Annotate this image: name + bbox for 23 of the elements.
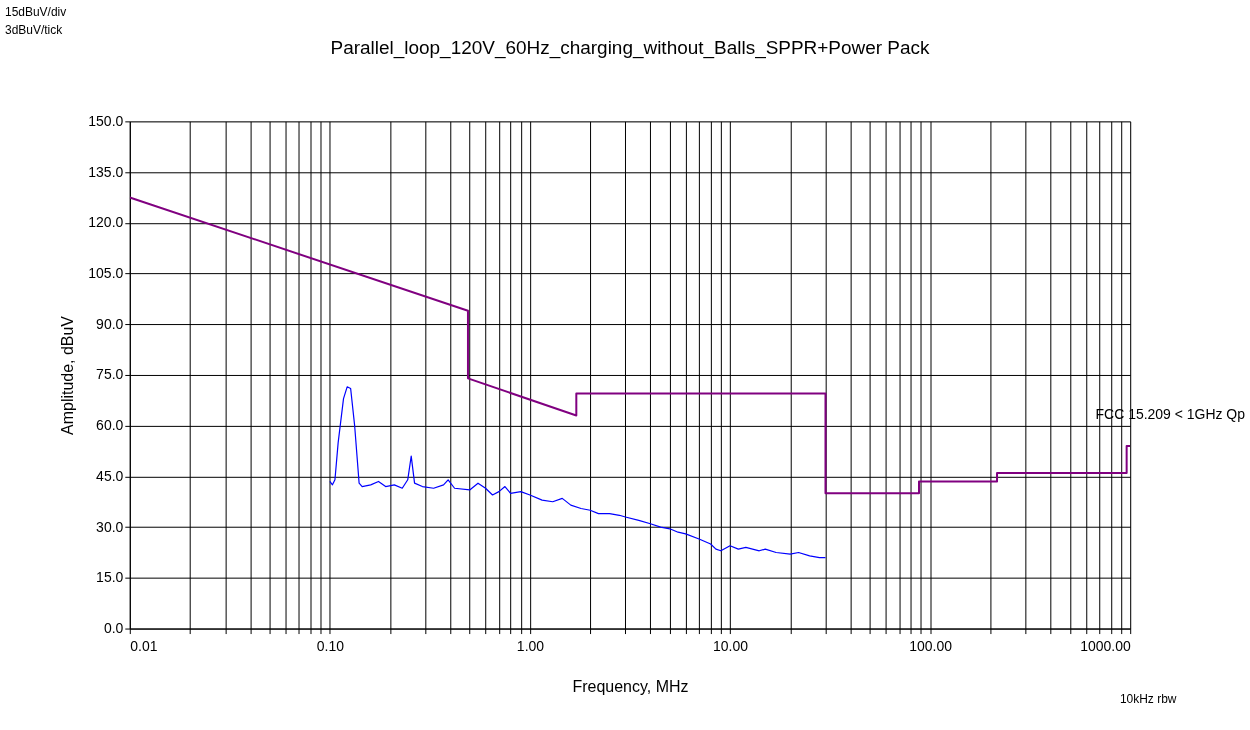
y-tick-label: 30.0 — [96, 518, 124, 535]
y-tick-label: 90.0 — [96, 315, 124, 332]
x-tick-label: 1000.00 — [1080, 638, 1131, 655]
y-tick-label: 150.0 — [88, 112, 124, 129]
y-tick-label: 120.0 — [88, 214, 124, 231]
x-tick-label: 10.00 — [713, 638, 749, 655]
y-tick-label: 15.0 — [96, 569, 124, 586]
x-axis-title: Frequency, MHz — [572, 677, 689, 695]
y-tick-label: 45.0 — [96, 467, 124, 484]
y-tick-label: 60.0 — [96, 417, 124, 434]
y-axis-title: Amplitude, dBuV — [59, 315, 77, 435]
y-tick-label: 105.0 — [88, 265, 124, 282]
text: 15dBuV/div — [4, 4, 67, 19]
x-tick-label: 0.01 — [130, 638, 158, 655]
text: 3dBuV/tick — [4, 22, 63, 37]
text: 10kHz rbw — [1119, 692, 1177, 707]
y-tick-label: 0.0 — [103, 620, 124, 637]
y-tick-label: 135.0 — [88, 163, 124, 180]
y-tick-label: 75.0 — [96, 366, 124, 383]
x-tick-label: 1.00 — [516, 638, 545, 655]
chart-title: Parallel_loop_120V_60Hz_charging_without_Balls_SPPR+Power Pack — [330, 37, 930, 60]
x-tick-label: 100.00 — [909, 638, 953, 655]
x-tick-label: 0.10 — [316, 638, 345, 655]
